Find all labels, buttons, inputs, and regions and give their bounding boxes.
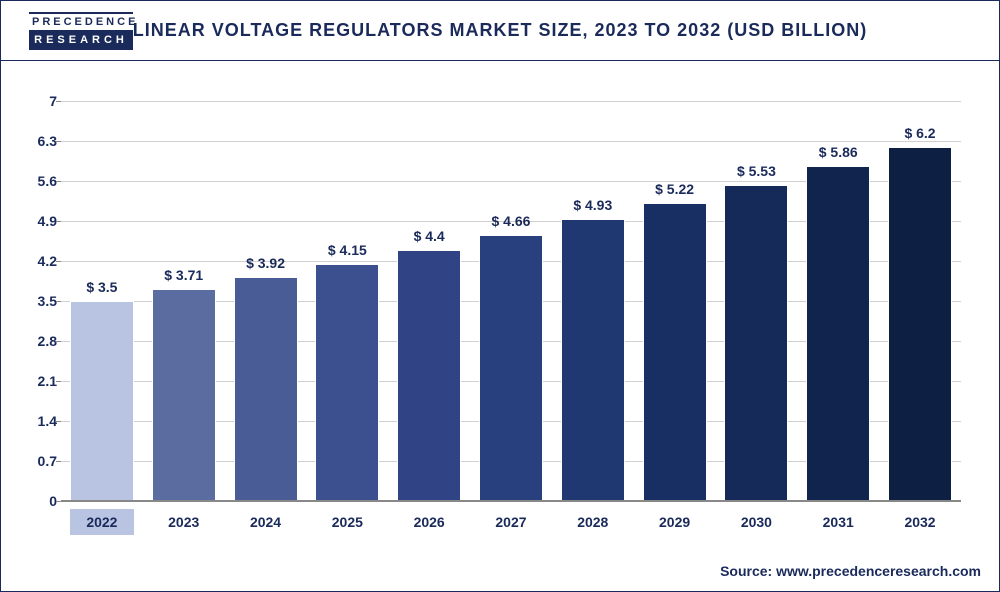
bar [234,277,298,501]
y-tick-mark [56,141,61,142]
bar [806,166,870,501]
bar-wrap: $ 5.53 [724,185,788,501]
x-tick-label: 2031 [806,509,870,535]
brand-logo: PRECEDENCE RESEARCH [29,9,133,53]
bar [888,147,952,501]
y-tick-mark [56,341,61,342]
bar-value-label: $ 5.22 [655,181,694,197]
y-tick-label: 0 [21,493,57,509]
bar [152,289,216,501]
bar [397,250,461,501]
y-tick-label: 0.7 [21,453,57,469]
bar-value-label: $ 4.4 [414,228,445,244]
bars-group: $ 3.5 $ 3.71 $ 3.92 $ 4.15 $ 4.4 $ 4.66 $ 4.93… [61,101,961,501]
y-tick-mark [56,461,61,462]
bar-wrap: $ 4.93 [561,219,625,501]
bar-wrap: $ 3.5 [70,301,134,501]
x-tick-label: 2030 [724,509,788,535]
bar-wrap: $ 6.2 [888,147,952,501]
y-tick-mark [56,261,61,262]
y-tick-label: 6.3 [21,133,57,149]
y-tick-mark [56,181,61,182]
chart-title: LINEAR VOLTAGE REGULATORS MARKET SIZE, 2… [1,20,999,41]
x-tick-label: 2027 [479,509,543,535]
bar-value-label: $ 4.66 [492,213,531,229]
chart-header: PRECEDENCE RESEARCH LINEAR VOLTAGE REGUL… [1,1,999,61]
y-tick-label: 2.8 [21,333,57,349]
x-axis-line [61,500,961,502]
bar [315,264,379,501]
plot-area: 00.71.42.12.83.54.24.95.66.37 $ 3.5$ 3.7… [61,101,961,501]
bar-wrap: $ 5.22 [643,203,707,501]
y-tick-label: 4.9 [21,213,57,229]
bar-value-label: $ 6.2 [904,125,935,141]
x-tick-label: 2028 [561,509,625,535]
x-tick-label: 2029 [643,509,707,535]
x-tick-label: 2023 [152,509,216,535]
y-tick-label: 4.2 [21,253,57,269]
y-tick-label: 3.5 [21,293,57,309]
y-tick-label: 5.6 [21,173,57,189]
y-tick-mark [56,301,61,302]
x-axis-labels: 2022 2023 2024 2025 2026 2027 2028 2029 2030 2031… [61,509,961,535]
bar-value-label: $ 3.92 [246,255,285,271]
bar-wrap: $ 5.86 [806,166,870,501]
bar [643,203,707,501]
y-axis: 00.71.42.12.83.54.24.95.66.37 [21,101,57,501]
source-url: www.precedenceresearch.com [776,563,981,579]
y-tick-label: 1.4 [21,413,57,429]
logo-text-top: PRECEDENCE [29,12,133,32]
bar-value-label: $ 4.15 [328,242,367,258]
bar-wrap: $ 3.92 [234,277,298,501]
bar-value-label: $ 5.53 [737,163,776,179]
bar-wrap: $ 3.71 [152,289,216,501]
bar-value-label: $ 3.5 [86,279,117,295]
x-tick-label: 2032 [888,509,952,535]
bar-wrap: $ 4.4 [397,250,461,501]
source-label: Source: [720,563,776,579]
chart-container: PRECEDENCE RESEARCH LINEAR VOLTAGE REGUL… [0,0,1000,592]
y-tick-mark [56,421,61,422]
y-tick-label: 7 [21,93,57,109]
y-tick-label: 2.1 [21,373,57,389]
x-tick-label: 2026 [397,509,461,535]
bar-value-label: $ 3.71 [164,267,203,283]
logo-text-bottom: RESEARCH [29,32,133,49]
x-tick-label: 2025 [315,509,379,535]
bar-wrap: $ 4.15 [315,264,379,501]
bar [561,219,625,501]
bar [70,301,134,501]
y-tick-mark [56,381,61,382]
bar [479,235,543,501]
bar-value-label: $ 5.86 [819,144,858,160]
y-tick-mark [56,101,61,102]
y-tick-mark [56,501,61,502]
x-tick-label: 2022 [70,509,134,535]
y-tick-mark [56,221,61,222]
bar-wrap: $ 4.66 [479,235,543,501]
source-attribution: Source: www.precedenceresearch.com [720,563,981,579]
bar [724,185,788,501]
bar-value-label: $ 4.93 [573,197,612,213]
x-tick-label: 2024 [234,509,298,535]
